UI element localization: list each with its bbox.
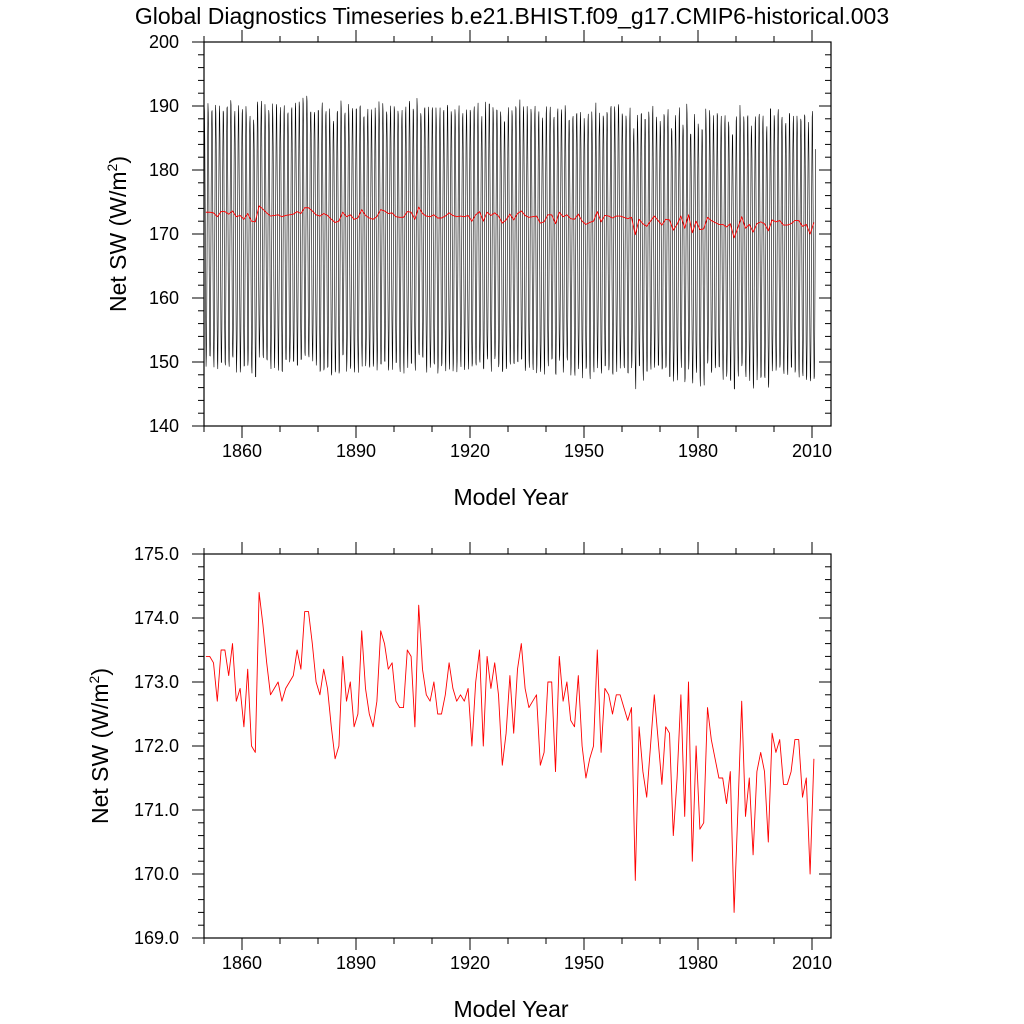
top-series-annual	[205, 205, 815, 239]
top-y-tick-label: 150	[149, 352, 179, 372]
top-y-tick-label: 160	[149, 288, 179, 308]
top-major-ticks	[192, 30, 831, 438]
bottom-y-tick-label: 171.0	[134, 800, 179, 820]
bottom-x-tick-label: 2010	[792, 953, 832, 973]
top-x-tick-label: 1980	[678, 441, 718, 461]
top-x-axis-label: Model Year	[453, 484, 568, 510]
bottom-y-tick-label: 170.0	[134, 864, 179, 884]
top-x-tick-labels: 1860 1890 1920 1950 1980 2010	[222, 441, 832, 461]
top-panel: 140 150 160 170 180 190 200 1860 1890 1920 1950 19…	[104, 30, 832, 510]
top-y-tick-label: 190	[149, 96, 179, 116]
bottom-x-tick-label: 1920	[450, 953, 490, 973]
bottom-y-axis-label-main: Net SW (W/m	[87, 683, 113, 824]
bottom-y-tick-label: 174.0	[134, 608, 179, 628]
bottom-y-tick-labels: 169.0 170.0 171.0 172.0 173.0 174.0 175.0	[134, 544, 179, 948]
bottom-x-axis-label: Model Year	[453, 996, 568, 1022]
bottom-y-axis-label: Net SW (W/m2)	[86, 668, 113, 824]
top-minor-ticks	[198, 36, 831, 432]
top-y-tick-label: 140	[149, 416, 179, 436]
bottom-x-tick-labels: 1860 1890 1920 1950 1980 2010	[222, 953, 832, 973]
top-y-tick-label: 170	[149, 224, 179, 244]
top-y-axis-label-sup: 2	[104, 163, 120, 171]
bottom-x-tick-label: 1860	[222, 953, 262, 973]
top-x-tick-label: 1950	[564, 441, 604, 461]
bottom-y-axis-label-close: )	[87, 668, 113, 676]
top-y-axis-label: Net SW (W/m2)	[104, 156, 131, 312]
bottom-annual-mean-line	[205, 591, 815, 913]
top-y-tick-label: 200	[149, 32, 179, 52]
figure-title: Global Diagnostics Timeseries b.e21.BHIS…	[135, 3, 889, 29]
top-x-tick-label: 2010	[792, 441, 832, 461]
top-annual-mean-line	[205, 205, 815, 239]
bottom-x-tick-label: 1980	[678, 953, 718, 973]
bottom-major-ticks	[192, 542, 831, 950]
bottom-plot-frame	[203, 553, 832, 939]
top-y-tick-labels: 140 150 160 170 180 190 200	[149, 32, 179, 436]
bottom-y-tick-label: 172.0	[134, 736, 179, 756]
top-x-tick-label: 1860	[222, 441, 262, 461]
bottom-minor-ticks	[198, 548, 831, 944]
bottom-series-annual	[205, 591, 815, 913]
bottom-x-tick-label: 1890	[336, 953, 376, 973]
bottom-y-tick-label: 169.0	[134, 928, 179, 948]
bottom-y-tick-label: 175.0	[134, 544, 179, 564]
top-y-tick-label: 180	[149, 160, 179, 180]
top-y-axis-label-main: Net SW (W/m	[105, 171, 131, 312]
top-x-tick-label: 1890	[336, 441, 376, 461]
top-x-tick-label: 1920	[450, 441, 490, 461]
bottom-y-axis-label-sup: 2	[86, 675, 102, 683]
top-monthly-line	[203, 95, 816, 390]
top-y-axis-label-close: )	[105, 156, 131, 164]
bottom-panel: 169.0 170.0 171.0 172.0 173.0 174.0 175.0 1860…	[86, 542, 832, 1022]
top-series-monthly	[203, 95, 816, 390]
bottom-x-tick-label: 1950	[564, 953, 604, 973]
bottom-y-tick-label: 173.0	[134, 672, 179, 692]
